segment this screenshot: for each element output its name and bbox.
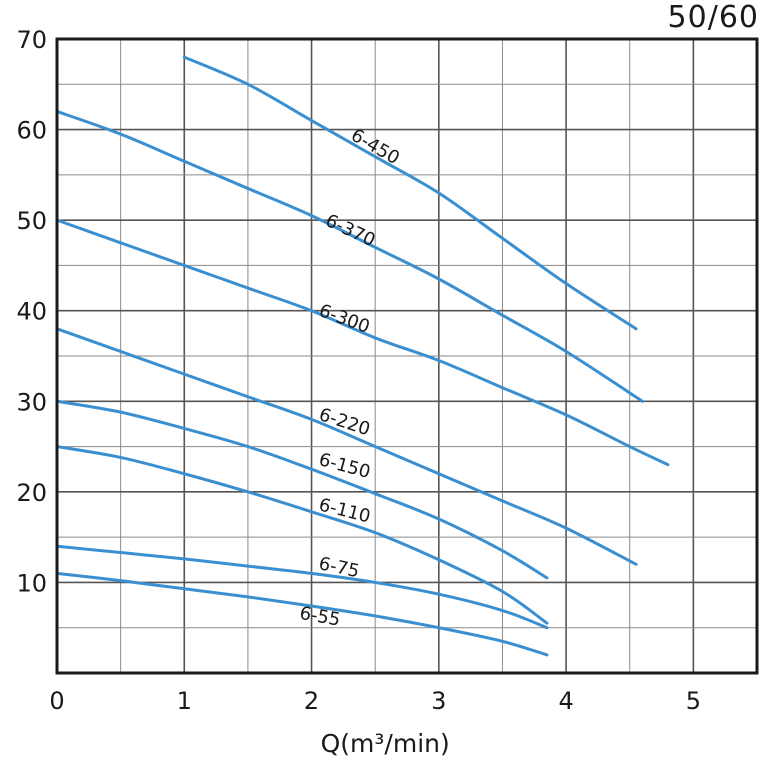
y-tick-label: 60	[16, 117, 47, 145]
x-tick-label: 0	[49, 687, 64, 715]
x-axis-label: Q(m³/min)	[321, 729, 450, 758]
y-tick-label: 40	[16, 298, 47, 326]
y-tick-label: 20	[16, 479, 47, 507]
plot-frame	[55, 37, 759, 675]
curve-label-6-150: 6-150	[317, 449, 373, 483]
series-line-6-300	[55, 218, 670, 467]
series-line-6-55	[55, 571, 549, 657]
series-line-6-75	[55, 544, 549, 630]
y-tick-label: 10	[16, 569, 47, 597]
curve-label-6-75: 6-75	[317, 553, 361, 582]
curve-label-6-300: 6-300	[316, 300, 372, 338]
series-line-6-150	[55, 399, 549, 580]
x-tick-label: 3	[431, 687, 446, 715]
x-tick-label: 4	[558, 687, 573, 715]
y-tick-labels: 10 20 30 40 50 60 70	[16, 26, 47, 597]
y-tick-label: 50	[16, 207, 47, 235]
series-line-6-110	[55, 445, 549, 625]
corner-label: 50/60	[667, 0, 759, 35]
curve-label-6-370: 6-370	[322, 210, 378, 251]
series-line-6-220	[55, 327, 638, 566]
curve-label-6-220: 6-220	[316, 404, 372, 440]
curve-label-6-55: 6-55	[298, 603, 342, 631]
x-tick-labels: 0 1 2 3 4 5	[49, 687, 701, 715]
x-tick-label: 2	[304, 687, 319, 715]
y-tick-label: 30	[16, 388, 47, 416]
series-line-6-370	[55, 109, 644, 403]
x-tick-label: 5	[686, 687, 701, 715]
series-lines	[55, 55, 670, 657]
grid	[57, 39, 757, 673]
y-tick-label: 70	[16, 26, 47, 54]
x-tick-label: 1	[177, 687, 192, 715]
series-line-6-450	[182, 55, 638, 331]
